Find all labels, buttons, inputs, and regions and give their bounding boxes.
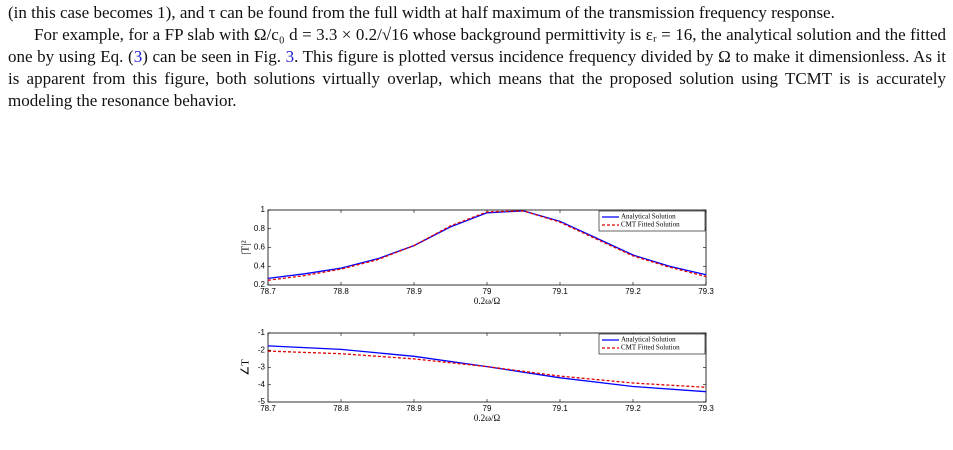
- y-tick-label: -2: [258, 345, 266, 354]
- y-tick-label: 0.2: [254, 280, 266, 289]
- x-tick-label: 79: [483, 287, 492, 296]
- x-tick-label: 78.7: [260, 287, 276, 296]
- x-axis-label: 0.2ω/Ω: [474, 413, 501, 423]
- data-line: [267, 210, 707, 280]
- x-tick-label: 79.3: [698, 287, 714, 296]
- y-tick-label: 1: [261, 205, 266, 214]
- legend-label: CMT Fitted Solution: [621, 221, 680, 229]
- x-tick-label: 79.1: [552, 287, 568, 296]
- y-axis-label: ∠T: [240, 359, 252, 376]
- y-tick-label: -5: [258, 397, 266, 406]
- paragraph: For example, for a FP slab with Ω/c₀ d =…: [8, 24, 946, 112]
- figure: 78.7 78.8 78.9 79 79.1 79.2 79.3 0.2 0.4 0.6 0.8 1 0…: [240, 205, 715, 423]
- y-tick-label: -3: [258, 363, 266, 372]
- y-axis-label: |T|²: [240, 240, 252, 255]
- legend-label: Analytical Solution: [621, 213, 676, 221]
- legend-box: [598, 333, 706, 355]
- x-tick-label: 79.2: [625, 287, 641, 296]
- data-line: [267, 210, 707, 281]
- y-tick-label: 0.8: [254, 224, 266, 233]
- y-tick-label: 0.6: [254, 243, 266, 252]
- x-tick-label: 79.2: [625, 404, 641, 413]
- x-tick-label: 79.1: [552, 404, 568, 413]
- x-tick-label: 78.8: [333, 404, 349, 413]
- text-span: . This figure is plotted versus incidenc…: [8, 47, 946, 110]
- x-tick-label: 79.3: [698, 404, 714, 413]
- x-tick-label: 78.7: [260, 404, 276, 413]
- x-tick-label: 79: [483, 404, 492, 413]
- text-span: ) can be seen in Fig.: [142, 47, 286, 66]
- x-tick-label: 78.8: [333, 287, 349, 296]
- y-tick-label: -1: [258, 328, 266, 337]
- legend-box: [598, 210, 706, 232]
- data-line: [267, 345, 707, 393]
- legend-label: CMT Fitted Solution: [621, 344, 680, 352]
- body-text: (in this case becomes 1), and τ can be f…: [8, 2, 946, 112]
- text-span: For example, for a FP slab with Ω/c₀ d =…: [8, 25, 946, 66]
- y-tick-label: 0.4: [254, 261, 266, 270]
- data-line: [267, 350, 707, 388]
- x-axis-label: 0.2ω/Ω: [474, 296, 501, 306]
- text-span: (in this case becomes 1), and τ can be f…: [8, 3, 835, 22]
- x-tick-label: 78.9: [406, 404, 422, 413]
- paragraph: (in this case becomes 1), and τ can be f…: [8, 2, 946, 24]
- reference-link[interactable]: 3: [285, 47, 295, 66]
- y-tick-label: -4: [258, 380, 266, 389]
- legend-label: Analytical Solution: [621, 336, 676, 344]
- reference-link[interactable]: 3: [133, 47, 143, 66]
- x-tick-label: 78.9: [406, 287, 422, 296]
